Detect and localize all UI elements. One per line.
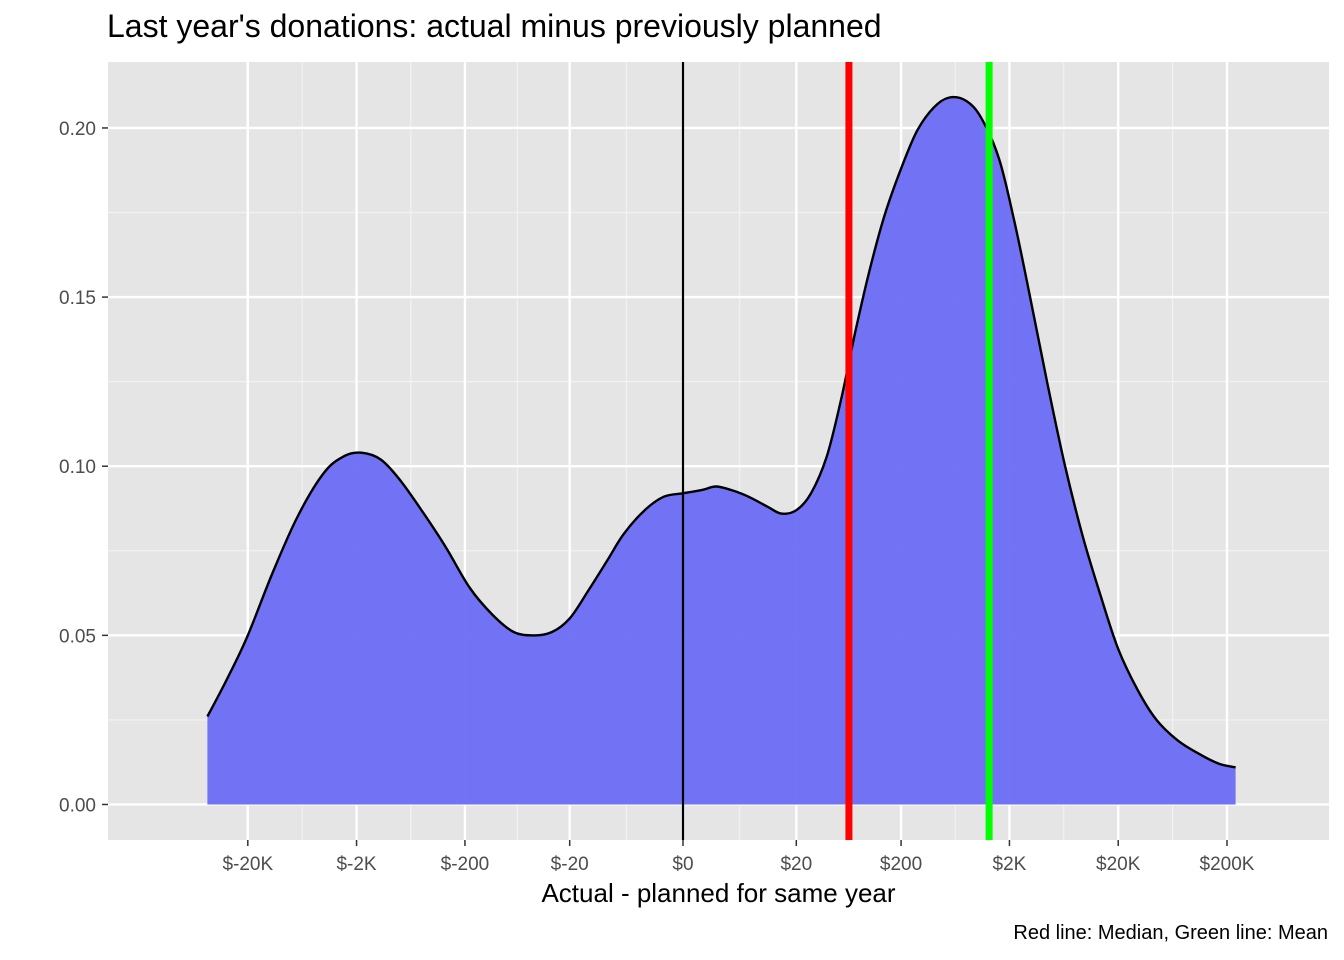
x-axis-title: Actual - planned for same year	[541, 878, 895, 908]
y-tick-label: 0.10	[59, 457, 96, 478]
y-axis: 0.00 0.05 0.10 0.15 0.20	[59, 119, 108, 816]
y-tick-label: 0.05	[59, 626, 96, 647]
x-tick-label: $20K	[1096, 854, 1141, 875]
chart-caption: Red line: Median, Green line: Mean	[1013, 922, 1328, 944]
density-area	[207, 97, 1236, 805]
x-tick-label: $-20K	[222, 854, 273, 875]
x-tick-label: $0	[672, 854, 693, 875]
y-tick-label: 0.15	[59, 288, 96, 309]
y-tick-label: 0.00	[59, 795, 96, 816]
x-tick-label: $20	[780, 854, 812, 875]
y-tick-label: 0.20	[59, 119, 96, 140]
x-tick-label: $2K	[993, 854, 1027, 875]
x-tick-label: $200K	[1200, 854, 1255, 875]
chart-title: Last year's donations: actual minus prev…	[107, 8, 882, 44]
x-tick-label: $-200	[441, 854, 490, 875]
x-tick-label: $200	[880, 854, 922, 875]
density-curve	[206, 95, 1236, 769]
x-tick-label: $-2K	[336, 854, 376, 875]
x-tick-label: $-20	[551, 854, 589, 875]
x-axis: $-20K $-2K $-200 $-20 $0 $20 $200 $2K $20K $200K	[222, 840, 1255, 875]
